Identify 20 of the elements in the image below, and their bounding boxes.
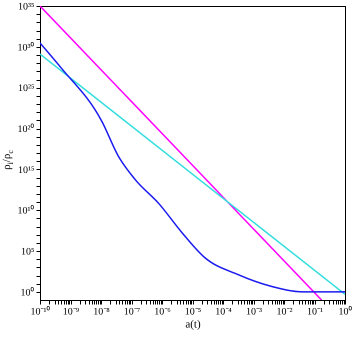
x-tick-label: 10⁻⁷: [124, 306, 141, 318]
y-tick-label: 10¹⁵: [18, 164, 34, 176]
y-tick-label: 10³⁰: [18, 41, 34, 54]
y-tick-label: 10¹⁰: [18, 204, 34, 217]
x-tick-label: 10⁻⁸: [93, 306, 110, 318]
x-tick-label: 10⁻⁴: [215, 306, 232, 318]
y-tick-label: 10²⁵: [18, 83, 34, 94]
x-axis-title: a(t): [185, 318, 201, 330]
x-tick-label: 10⁻¹⁰: [30, 306, 50, 318]
y-tick-label: 10⁰: [20, 286, 34, 298]
x-tick-label: 10⁻²: [276, 306, 292, 318]
y-tick-label: 10⁵: [21, 246, 34, 258]
y-tick-label: 10²⁰: [18, 123, 34, 135]
x-tick-label: 10⁻⁵: [184, 306, 202, 318]
x-tick-label: 10⁰: [338, 306, 352, 318]
y-tick-label: 10³⁵: [18, 2, 34, 12]
x-tick-label: 10⁻³: [246, 306, 262, 318]
x-tick-label: 10⁻¹: [307, 306, 323, 318]
x-tick-label: 10⁻⁹: [62, 306, 80, 318]
x-tick-label: 10⁻⁶: [154, 306, 172, 318]
